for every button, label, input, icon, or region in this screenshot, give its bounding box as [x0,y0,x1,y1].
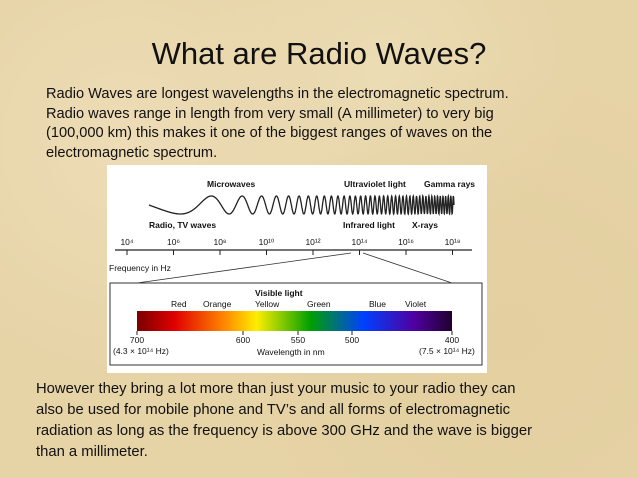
text-line: also be used for mobile phone and TV’s a… [36,402,511,418]
frequency-tick-label: 10¹⁸ [445,237,461,247]
band-label: X-rays [412,220,438,230]
frequency-tick-label: 10⁴ [120,237,133,247]
frequency-tick-label: 10⁸ [213,237,226,247]
outro-text: However they bring a lot more than just … [36,379,532,463]
band-label: Infrared light [343,220,395,230]
band-label: Ultraviolet light [344,179,406,189]
axis-label: Wavelength in nm [257,347,325,357]
color-label: Blue [369,299,386,309]
color-label: Green [307,299,331,309]
zoom-line [362,252,453,284]
frequency-note: (4.3 × 10¹⁴ Hz) [113,346,169,356]
spectrum-diagram: Microwaves Ultraviolet light Gamma rays Rad… [107,165,487,373]
frequency-tick-label: 10¹⁴ [352,237,368,247]
color-label: Red [171,299,187,309]
axis-label: Frequency in Hz [109,263,171,273]
text-line: Radio waves range in length from very sm… [46,105,494,122]
wavelength-tick-label: 700 [130,335,144,345]
text-line: radiation as long as the frequency is ab… [36,423,532,439]
text-line: Radio Waves are longest wavelengths in t… [46,86,509,102]
band-label: Gamma rays [424,179,475,189]
text-line: However they bring a lot more than just … [36,381,516,397]
text-line: than a millimeter. [36,444,148,460]
visible-title: Visible light [255,288,303,298]
wavelength-tick-label: 500 [345,335,359,345]
zoom-line [136,252,352,284]
color-label: Violet [405,299,427,309]
color-label: Orange [203,299,232,309]
band-label: Radio, TV waves [149,220,216,230]
text-line: electromagnetic spectrum. [46,144,218,161]
slide-title: What are Radio Waves? [151,36,487,71]
intro-text: Radio Waves are longest wavelengths in t… [46,85,509,163]
visible-spectrum-bar [137,311,452,331]
text-line: (100,000 km) this makes it one of the bi… [46,125,493,141]
wave [148,193,455,217]
frequency-note: (7.5 × 10¹⁴ Hz) [419,346,475,356]
wavelength-tick-label: 600 [236,335,250,345]
color-label: Yellow [255,299,280,309]
wavelength-tick-label: 550 [291,335,305,345]
band-label: Microwaves [207,179,255,189]
frequency-tick-label: 10¹² [305,237,320,247]
frequency-tick-label: 10¹⁰ [259,237,275,247]
frequency-tick-label: 10⁶ [167,237,180,247]
wavelength-tick-label: 400 [445,335,459,345]
frequency-tick-label: 10¹⁶ [398,237,414,247]
